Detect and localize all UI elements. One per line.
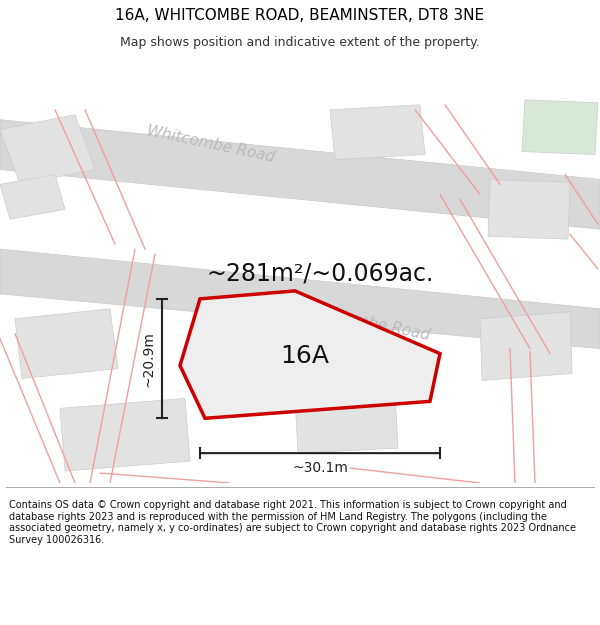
Polygon shape	[0, 120, 600, 229]
Polygon shape	[480, 312, 572, 381]
Text: Contains OS data © Crown copyright and database right 2021. This information is : Contains OS data © Crown copyright and d…	[9, 500, 576, 545]
Polygon shape	[522, 100, 598, 154]
Text: ~281m²/~0.069ac.: ~281m²/~0.069ac.	[206, 262, 434, 286]
Polygon shape	[295, 393, 398, 453]
Text: ~30.1m: ~30.1m	[292, 461, 348, 475]
Polygon shape	[60, 398, 190, 471]
Polygon shape	[488, 179, 570, 239]
Polygon shape	[0, 249, 600, 349]
Polygon shape	[195, 297, 308, 386]
Polygon shape	[0, 174, 65, 219]
Polygon shape	[180, 291, 440, 418]
Text: 16A: 16A	[281, 344, 329, 367]
Text: Map shows position and indicative extent of the property.: Map shows position and indicative extent…	[120, 36, 480, 49]
Polygon shape	[15, 309, 118, 379]
Polygon shape	[330, 105, 425, 159]
Text: ~20.9m: ~20.9m	[142, 331, 156, 386]
Text: 16A, WHITCOMBE ROAD, BEAMINSTER, DT8 3NE: 16A, WHITCOMBE ROAD, BEAMINSTER, DT8 3NE	[115, 8, 485, 23]
Text: Whitcombe Road: Whitcombe Road	[145, 124, 276, 166]
Text: Whitcombe Road: Whitcombe Road	[300, 301, 431, 343]
Polygon shape	[0, 115, 95, 184]
